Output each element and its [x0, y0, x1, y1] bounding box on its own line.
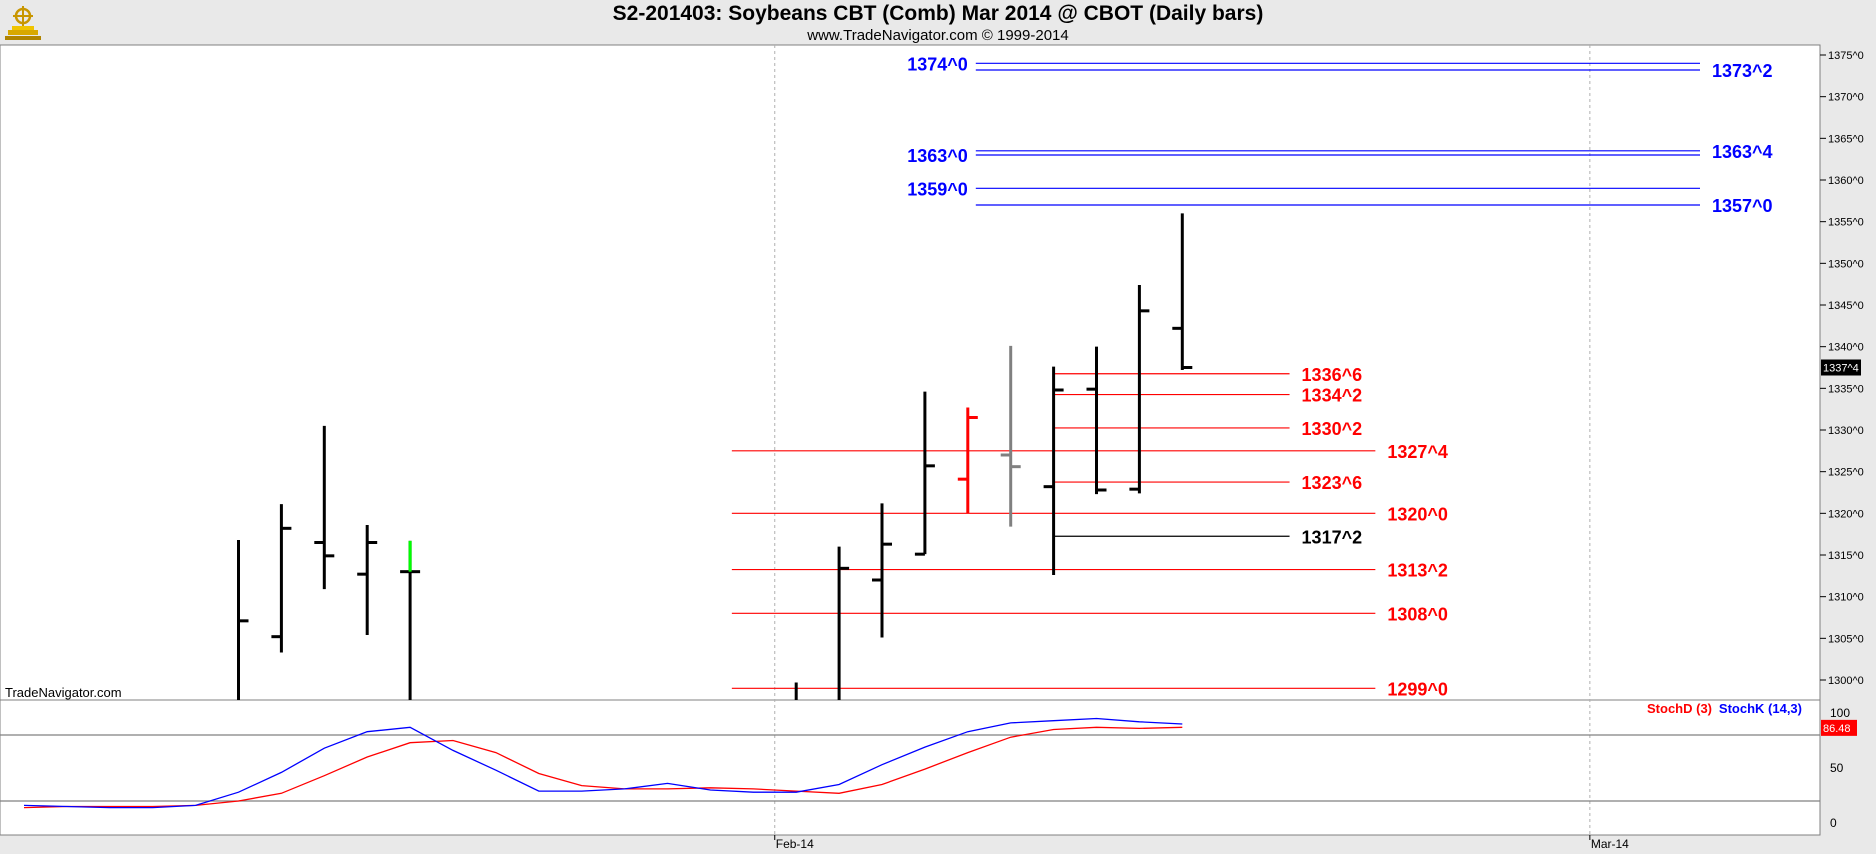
ohlc-bar: [400, 540, 421, 700]
ohlc-bar: [1086, 346, 1107, 495]
ohlc-bar: [957, 407, 978, 514]
stoch-tick-label: 0: [1830, 816, 1837, 830]
chart-title: S2-201403: Soybeans CBT (Comb) Mar 2014 …: [612, 2, 1264, 25]
ohlc-bar: [1000, 345, 1021, 527]
stoch-line: [23, 717, 1183, 809]
grid-lines: [0, 45, 1820, 835]
y-axis-price: 1375^0 1370^0 1365^0 1360^0 1355^0 1350^0 1345…: [1820, 50, 1864, 687]
ohlc-bar: [1043, 366, 1064, 575]
y-tick-label: 1310^0: [1828, 592, 1864, 604]
y-tick-label: 1315^0: [1828, 550, 1864, 562]
level-label: 1320^0: [1387, 504, 1448, 524]
price-panel: [0, 44, 1821, 701]
ohlc-bar: [837, 546, 850, 700]
y-tick-label: 1345^0: [1828, 300, 1864, 312]
y-tick-label: 1370^0: [1828, 92, 1864, 104]
ohlc-bar: [872, 503, 892, 638]
y-tick-label: 1325^0: [1828, 467, 1864, 479]
y-tick-label: 1375^0: [1828, 50, 1864, 62]
x-tick-label: Feb-14: [776, 837, 814, 851]
ohlc-bar: [1129, 285, 1150, 494]
trade-navigator-logo-icon: [5, 6, 41, 40]
level-label: 1308^0: [1387, 604, 1448, 624]
y-tick-label: 1335^0: [1828, 383, 1864, 395]
y-tick-label: 1305^0: [1828, 633, 1864, 645]
y-axis-stochastic: 100 50 0 86.48: [1821, 706, 1857, 830]
level-label: 1327^4: [1387, 442, 1448, 462]
stoch-k-legend: StochK (14,3): [1719, 701, 1802, 716]
stochastic-lines: [23, 717, 1183, 809]
ohlc-bar: [1172, 213, 1193, 370]
ohlc-bar: [357, 525, 378, 635]
ohlc-bar: [237, 540, 249, 700]
stoch-last-box: [1821, 719, 1857, 736]
level-label: 1323^6: [1302, 473, 1363, 493]
last-price-box: [1821, 359, 1861, 376]
level-label: 1357^0: [1712, 196, 1773, 216]
level-label: 1374^0: [907, 54, 968, 74]
ohlc-bar: [314, 425, 335, 590]
stoch-last-label: 86.48: [1823, 723, 1851, 735]
ohlc-bar: [271, 504, 292, 653]
level-labels: 1374^0 1373^2 1363^0 1363^4 1359^0 1357^0 1336…: [907, 54, 1772, 699]
x-axis: Feb-14 Mar-14: [774, 835, 1629, 851]
level-label: 1363^0: [907, 146, 968, 166]
level-label: 1359^0: [907, 179, 968, 199]
ohlc-bar: [794, 682, 798, 700]
y-tick-label: 1360^0: [1828, 175, 1864, 187]
stoch-tick-label: 50: [1830, 761, 1844, 775]
level-label: 1299^0: [1387, 679, 1448, 699]
y-tick-label: 1320^0: [1828, 508, 1864, 520]
level-label: 1363^4: [1712, 142, 1773, 162]
stoch-line: [23, 726, 1183, 809]
last-price-label: 1337^4: [1823, 363, 1859, 375]
y-tick-label: 1340^0: [1828, 342, 1864, 354]
price-bars: [237, 213, 1193, 700]
stoch-tick-label: 100: [1830, 706, 1850, 720]
y-tick-label: 1350^0: [1828, 258, 1864, 270]
y-tick-label: 1355^0: [1828, 217, 1864, 229]
level-label: 1313^2: [1387, 561, 1448, 581]
stoch-d-legend: StochD (3): [1647, 701, 1712, 716]
ohlc-bar: [914, 391, 935, 556]
watermark: TradeNavigator.com: [5, 685, 122, 700]
y-tick-label: 1330^0: [1828, 425, 1864, 437]
y-tick-label: 1365^0: [1828, 133, 1864, 145]
level-label: 1317^2: [1302, 527, 1363, 547]
level-label: 1334^2: [1302, 386, 1363, 406]
level-label: 1336^6: [1302, 365, 1363, 385]
stochastic-panel: [0, 699, 1821, 836]
level-label: 1330^2: [1302, 419, 1363, 439]
x-tick-label: Mar-14: [1591, 837, 1629, 851]
level-label: 1373^2: [1712, 61, 1773, 81]
chart-subtitle: www.TradeNavigator.com © 1999-2014: [807, 27, 1069, 44]
y-tick-label: 1300^0: [1828, 675, 1864, 687]
